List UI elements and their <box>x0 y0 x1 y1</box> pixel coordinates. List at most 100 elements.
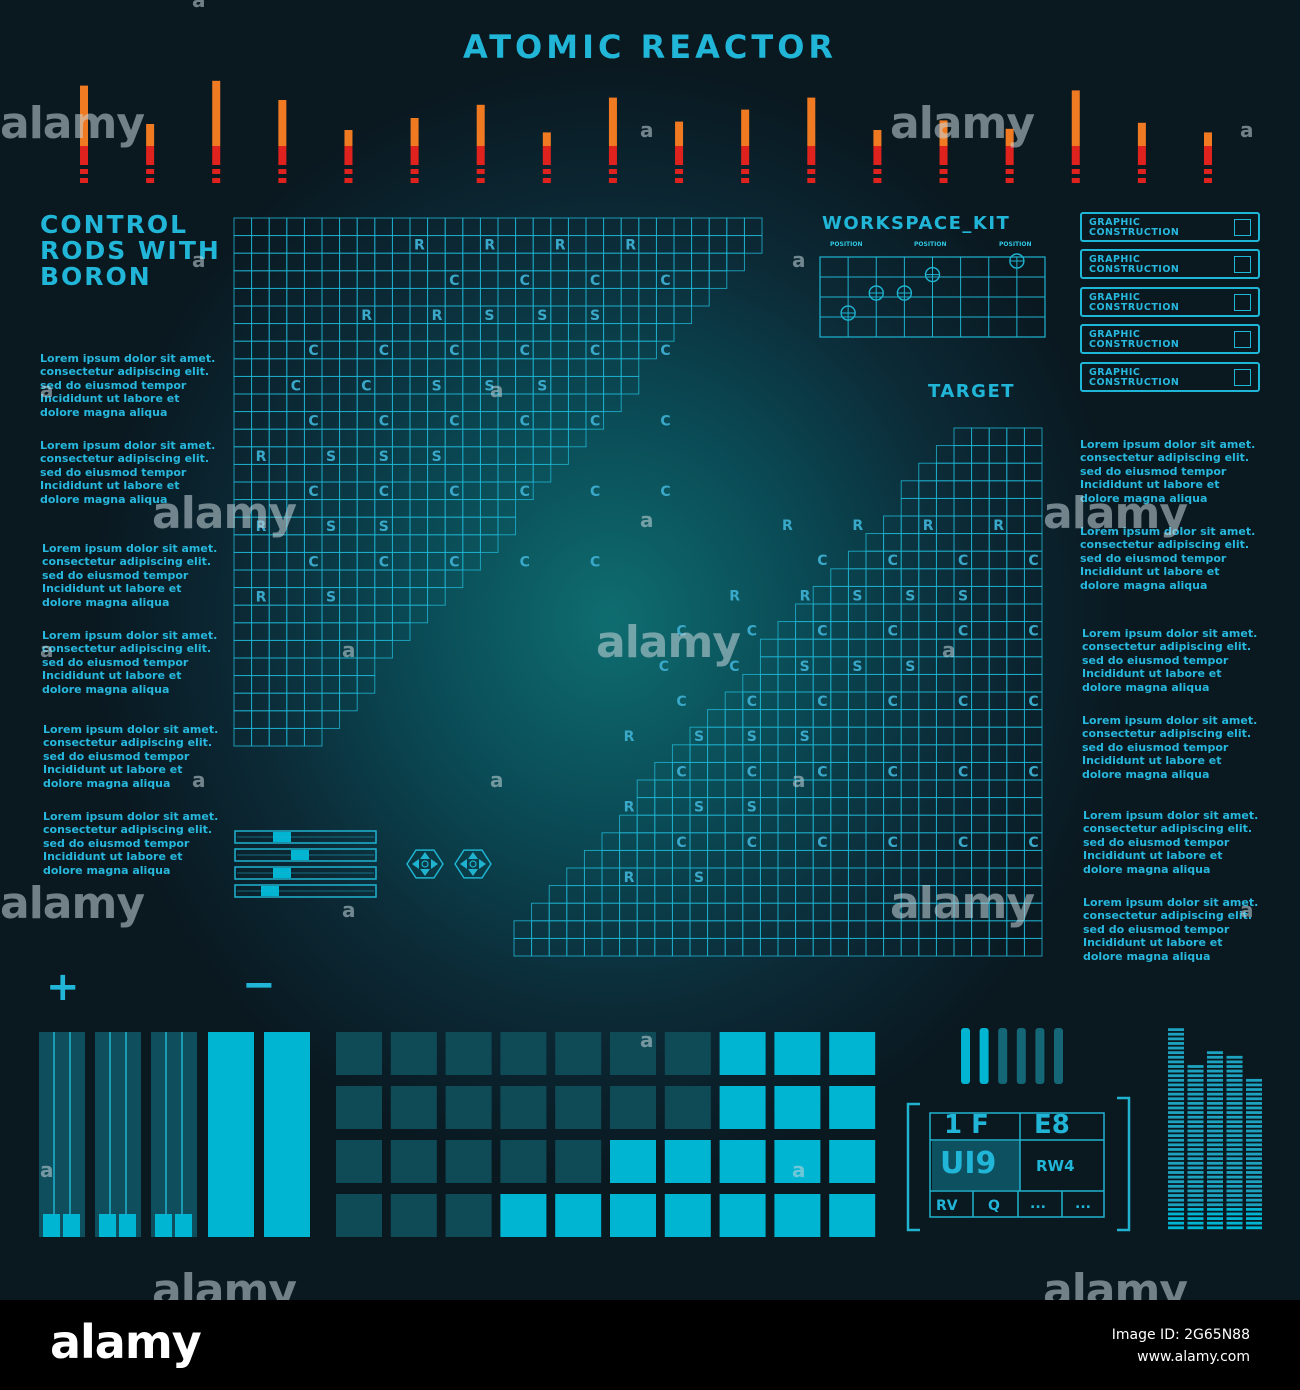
panel-key[interactable]: ... <box>1075 1196 1091 1212</box>
pad-button <box>719 1194 766 1237</box>
grid-letter: S <box>326 590 336 606</box>
pad-button <box>500 1140 547 1183</box>
level-bar <box>1137 122 1146 183</box>
grid-letter: C <box>449 273 459 289</box>
graphic-construction-button[interactable]: GRAPHIC CONSTRUCTION <box>1080 324 1260 354</box>
workspace-marker <box>868 285 884 301</box>
grid-letter: C <box>888 553 898 569</box>
grid-letter: C <box>888 624 898 640</box>
grid-letter: C <box>958 553 968 569</box>
reactor-grids: R R R R C C C C R R S S S C C C C C C C C S S S C C C C C C R S S S C C C C C C… <box>233 217 1046 957</box>
grid-letter: C <box>379 414 389 430</box>
grid-letter: C <box>660 343 670 359</box>
equalizer-column <box>1187 1065 1204 1230</box>
page-title: ATOMIC REACTOR <box>462 28 838 66</box>
graphic-construction-button[interactable]: GRAPHIC CONSTRUCTION <box>1080 212 1260 242</box>
graphic-construction-button[interactable]: GRAPHIC CONSTRUCTION <box>1080 362 1260 392</box>
plus-button[interactable]: + <box>46 964 80 1010</box>
grid-letter: C <box>520 273 530 289</box>
indicator-bar <box>961 1028 970 1084</box>
pad-button <box>445 1140 492 1183</box>
workspace-marker <box>924 266 941 283</box>
checkbox[interactable] <box>1234 369 1251 386</box>
checkbox[interactable] <box>1234 294 1251 311</box>
pad-button <box>664 1032 711 1075</box>
bottom-controls <box>39 1028 1262 1237</box>
panel-key[interactable]: ... <box>1030 1196 1046 1212</box>
pad-button <box>829 1194 876 1237</box>
watermark: a <box>40 638 54 662</box>
level-bar <box>410 118 419 183</box>
pad-button <box>336 1194 382 1237</box>
grid-letter: R <box>852 518 863 534</box>
pad-button <box>336 1140 382 1183</box>
grid-letter: C <box>660 484 670 500</box>
grid-letter: C <box>520 484 530 500</box>
checkbox[interactable] <box>1234 331 1251 348</box>
level-bar <box>939 120 948 183</box>
pad-button <box>664 1086 711 1129</box>
grid-letter: S <box>905 588 915 604</box>
indicator-bar <box>979 1028 989 1084</box>
indicator-bar <box>1035 1028 1045 1084</box>
watermark: a <box>792 1158 806 1182</box>
equalizer-column <box>1168 1028 1184 1230</box>
pad-button <box>390 1086 437 1129</box>
grid-letter: S <box>590 308 600 324</box>
watermark: a <box>640 118 654 142</box>
checkbox[interactable] <box>1234 219 1251 236</box>
lorem-text: Lorem ipsum dolor sit amet. consectetur … <box>42 542 218 609</box>
grid-letter: C <box>361 378 371 394</box>
grid-letter: C <box>1028 624 1038 640</box>
grid-letter: R <box>361 308 372 324</box>
level-bar <box>80 85 88 183</box>
grid-letter: C <box>1028 764 1038 780</box>
grid-letter: C <box>888 694 898 710</box>
lorem-text: Lorem ipsum dolor sit amet. consectetur … <box>1082 627 1258 694</box>
lorem-text: Lorem ipsum dolor sit amet. consectetur … <box>43 810 219 877</box>
pad-button <box>390 1032 437 1075</box>
grid-letter: C <box>308 414 318 430</box>
slider-group <box>234 830 377 898</box>
button-label: GRAPHIC CONSTRUCTION <box>1089 254 1180 275</box>
lorem-text: Lorem ipsum dolor sit amet. consectetur … <box>1080 525 1256 592</box>
pad-button <box>829 1140 876 1183</box>
grid-letter: R <box>256 519 267 535</box>
grid-letter: C <box>747 624 757 640</box>
graphic-construction-button[interactable]: GRAPHIC CONSTRUCTION <box>1080 287 1260 317</box>
pad-button <box>445 1032 492 1075</box>
grid-letter: C <box>676 624 686 640</box>
grid-letter: S <box>852 588 862 604</box>
grid-letter: C <box>590 484 600 500</box>
pad-button <box>500 1032 547 1075</box>
indicator-bar <box>998 1028 1008 1084</box>
footer-brand: alamy <box>50 1315 202 1369</box>
watermark: a <box>490 378 504 402</box>
watermark: alamy <box>1043 488 1188 539</box>
grid-letter: S <box>432 378 442 394</box>
graphic-construction-button[interactable]: GRAPHIC CONSTRUCTION <box>1080 249 1260 279</box>
workspace-marker <box>840 305 856 321</box>
pad-button <box>719 1032 766 1075</box>
level-bar <box>212 80 221 183</box>
panel-key[interactable]: RV <box>936 1198 958 1214</box>
checkbox[interactable] <box>1234 256 1251 273</box>
minus-button[interactable]: − <box>242 962 276 1008</box>
panel-readout: UI9 <box>940 1146 997 1181</box>
rod-column <box>95 1032 141 1237</box>
level-bar <box>344 130 353 183</box>
pad-button <box>555 1086 602 1129</box>
watermark: a <box>792 768 806 792</box>
indicator-bar <box>1054 1028 1063 1084</box>
lorem-text: Lorem ipsum dolor sit amet. consectetur … <box>1080 438 1256 505</box>
grid-letter: S <box>379 519 389 535</box>
panel-key[interactable]: Q <box>988 1198 1000 1214</box>
grid-letter: C <box>747 694 757 710</box>
grid-letter: C <box>676 764 686 780</box>
grid-letter: C <box>379 554 389 570</box>
level-bar <box>873 130 882 183</box>
grid-letter: S <box>747 729 757 745</box>
grid-letter: C <box>747 835 757 851</box>
grid-letter: C <box>817 694 827 710</box>
level-bar <box>146 124 155 183</box>
